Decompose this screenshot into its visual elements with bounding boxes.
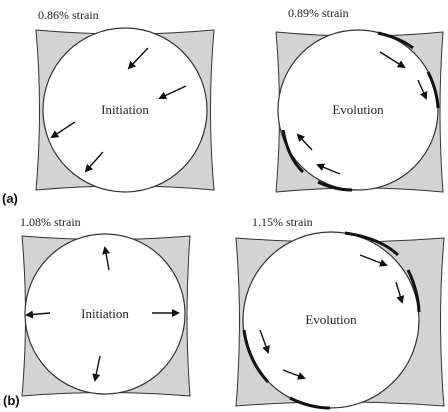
strain-caption: 0.86% strain xyxy=(38,8,99,22)
panel-tag: (a) xyxy=(2,191,18,206)
stage-label: Initiation xyxy=(101,102,149,117)
panel-b-left: 1.08% strain Initiation xyxy=(20,215,190,396)
panel-a-left: 0.86% strain Initiation xyxy=(36,8,214,192)
strain-caption: 1.08% strain xyxy=(20,215,81,229)
panel-a-right: 0.89% strain Evolution xyxy=(276,6,443,192)
strain-caption: 1.15% strain xyxy=(252,215,313,229)
panel-b-right: 1.15% strain Evolution xyxy=(236,215,444,408)
strain-caption: 0.89% strain xyxy=(288,6,349,20)
panel-tag: (b) xyxy=(3,393,20,408)
figure: 0.86% strain Initiation 0.89% strain Evo… xyxy=(0,0,448,412)
stage-label: Evolution xyxy=(332,102,384,117)
stage-label: Evolution xyxy=(305,312,357,327)
stage-label: Initiation xyxy=(81,306,129,321)
